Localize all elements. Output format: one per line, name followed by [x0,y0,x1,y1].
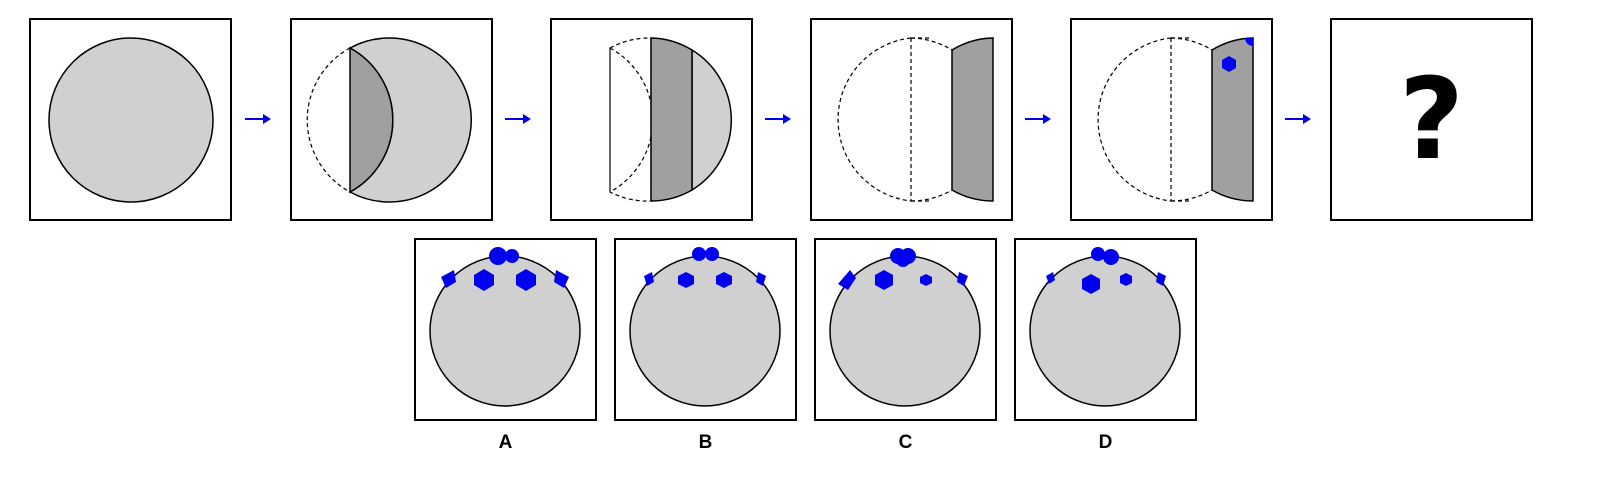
sequence-panel-3 [550,18,753,221]
punched-hole [716,272,732,288]
sequence-panel-1 [29,18,232,221]
removed-region-outline [306,47,351,193]
folded-strip [1211,37,1254,202]
punched-hole [1222,56,1236,72]
punched-hole [896,253,910,267]
light-circle-part [691,48,732,192]
folded-strip [650,37,693,202]
removed-region-outline [910,37,932,202]
punched-hole [505,249,519,263]
punched-hole [705,247,719,261]
punched-hole [1082,274,1100,294]
punched-hole [1103,249,1119,265]
punched-hole [678,272,694,288]
arrow-icon [1025,112,1051,130]
punched-hole [1156,272,1166,286]
punched-hole [957,272,968,286]
punched-hole [441,270,456,288]
arrow-icon [245,112,271,130]
removed-region-outline [609,47,654,193]
question-mark: ? [1399,54,1464,185]
punched-hole [756,272,766,286]
sequence-panel-4 [810,18,1013,221]
punched-hole [920,274,932,286]
sequence-panel-question: ? [1330,18,1533,221]
option-d-figure[interactable] [1014,238,1197,421]
punched-hole [875,270,893,290]
punched-hole [554,270,569,288]
option-b-figure[interactable] [614,238,797,421]
punched-hole [838,270,856,290]
folded-strip [951,37,994,202]
punched-hole [692,247,706,261]
arrow-icon [1285,112,1311,130]
punched-hole [1120,273,1132,286]
option-b-label[interactable]: B [698,432,713,453]
punched-hole [1245,38,1253,46]
punched-hole [516,269,536,291]
removed-region-outline [1097,37,1213,202]
punched-hole [1091,247,1105,261]
folded-flap [349,46,394,194]
punched-hole [489,247,507,265]
punched-hole [644,272,654,286]
option-c-label[interactable]: C [898,432,913,453]
removed-region-outline [837,37,953,202]
punched-hole [474,269,494,291]
arrow-icon [505,112,531,130]
punched-hole [1046,272,1055,284]
sequence-panel-5 [1070,18,1273,221]
option-d-label[interactable]: D [1098,432,1113,453]
removed-region-outline [1170,37,1192,202]
option-c-figure[interactable] [814,238,997,421]
arrow-icon [765,112,791,130]
sequence-panel-2 [290,18,493,221]
full-circle [48,37,214,203]
option-a-label[interactable]: A [498,432,513,453]
option-a-figure[interactable] [414,238,597,421]
